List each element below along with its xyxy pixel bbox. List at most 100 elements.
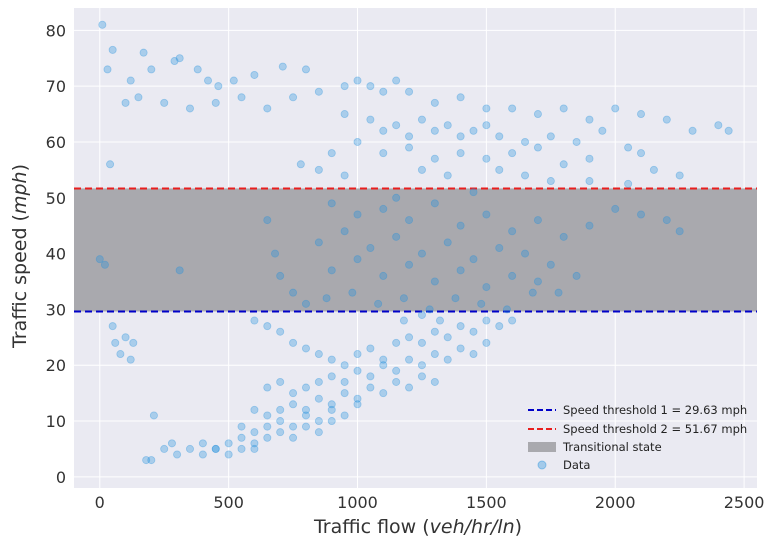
data-point (263, 383, 272, 392)
data-point (443, 355, 452, 364)
data-point (374, 299, 383, 308)
legend-data-swatch (537, 460, 547, 470)
legend-threshold-2-label: Speed threshold 2 = 51.67 mph (563, 422, 747, 436)
data-point (469, 188, 478, 197)
data-point (688, 126, 697, 135)
data-point (533, 143, 542, 152)
data-point (417, 249, 426, 258)
data-point (167, 439, 176, 448)
data-point (637, 110, 646, 119)
data-point (482, 104, 491, 113)
data-point (340, 389, 349, 398)
x-axis-label-units: veh/hr/ln (430, 516, 515, 538)
data-point (314, 350, 323, 359)
data-point (714, 121, 723, 130)
data-point (229, 76, 238, 85)
data-point (301, 65, 310, 74)
data-point (204, 76, 213, 85)
data-point (405, 87, 414, 96)
data-point (314, 428, 323, 437)
data-point (533, 277, 542, 286)
data-point (276, 377, 285, 386)
data-point (250, 428, 259, 437)
data-point (528, 288, 537, 297)
transitional-state-band (74, 188, 757, 312)
data-point (425, 305, 434, 314)
y-tick-label: 60 (46, 133, 66, 152)
data-point (430, 98, 439, 107)
data-point (185, 444, 194, 453)
data-point (237, 444, 246, 453)
data-point (327, 266, 336, 275)
y-tick-label: 40 (46, 245, 66, 264)
x-tick-label: 1500 (466, 493, 507, 512)
x-tick-label: 0 (95, 493, 105, 512)
data-point (327, 417, 336, 426)
data-point (611, 104, 620, 113)
threshold-lines (74, 187, 757, 313)
data-point (521, 171, 530, 180)
data-point (405, 132, 414, 141)
data-point (585, 115, 594, 124)
data-point (289, 400, 298, 409)
data-point (340, 411, 349, 420)
legend: Speed threshold 1 = 29.63 mph Speed thre… (528, 403, 747, 472)
data-point (353, 76, 362, 85)
data-point (111, 338, 120, 347)
data-point (366, 115, 375, 124)
data-point (214, 82, 223, 91)
data-point (366, 82, 375, 91)
data-point (322, 294, 331, 303)
data-point (366, 372, 375, 381)
data-point (430, 154, 439, 163)
data-point (327, 400, 336, 409)
data-point (379, 271, 388, 280)
data-point (353, 210, 362, 219)
data-point (392, 338, 401, 347)
data-point (149, 411, 158, 420)
data-point (211, 98, 220, 107)
data-point (263, 104, 272, 113)
data-point (572, 137, 581, 146)
data-point (185, 104, 194, 113)
data-point (301, 383, 310, 392)
data-point (134, 93, 143, 102)
data-point (456, 149, 465, 158)
data-point (399, 316, 408, 325)
data-point (417, 338, 426, 347)
data-point (430, 327, 439, 336)
data-point (392, 232, 401, 241)
x-axis-label-prefix: Traffic flow ( (313, 516, 430, 538)
data-point (250, 70, 259, 79)
data-point (405, 383, 414, 392)
data-points (95, 20, 733, 465)
data-point (430, 277, 439, 286)
legend-transitional-label: Transitional state (562, 440, 662, 454)
data-point (456, 221, 465, 230)
data-point (173, 450, 182, 459)
data-point (340, 377, 349, 386)
data-point (405, 333, 414, 342)
data-point (250, 316, 259, 325)
data-point (546, 177, 555, 186)
data-point (160, 444, 169, 453)
data-point (366, 243, 375, 252)
data-point (250, 444, 259, 453)
data-point (327, 405, 336, 414)
data-point (611, 204, 620, 213)
data-point (276, 405, 285, 414)
data-point (585, 154, 594, 163)
data-point (175, 54, 184, 63)
data-point (353, 137, 362, 146)
data-point (95, 255, 104, 264)
y-tick-label: 50 (46, 189, 66, 208)
data-point (482, 283, 491, 292)
data-point (502, 305, 511, 314)
y-tick-label: 20 (46, 356, 66, 375)
data-point (379, 87, 388, 96)
data-point (637, 149, 646, 158)
data-point (340, 361, 349, 370)
data-point (675, 171, 684, 180)
data-point (724, 126, 733, 135)
y-axis-label-prefix: Traffic speed ( (9, 214, 31, 349)
